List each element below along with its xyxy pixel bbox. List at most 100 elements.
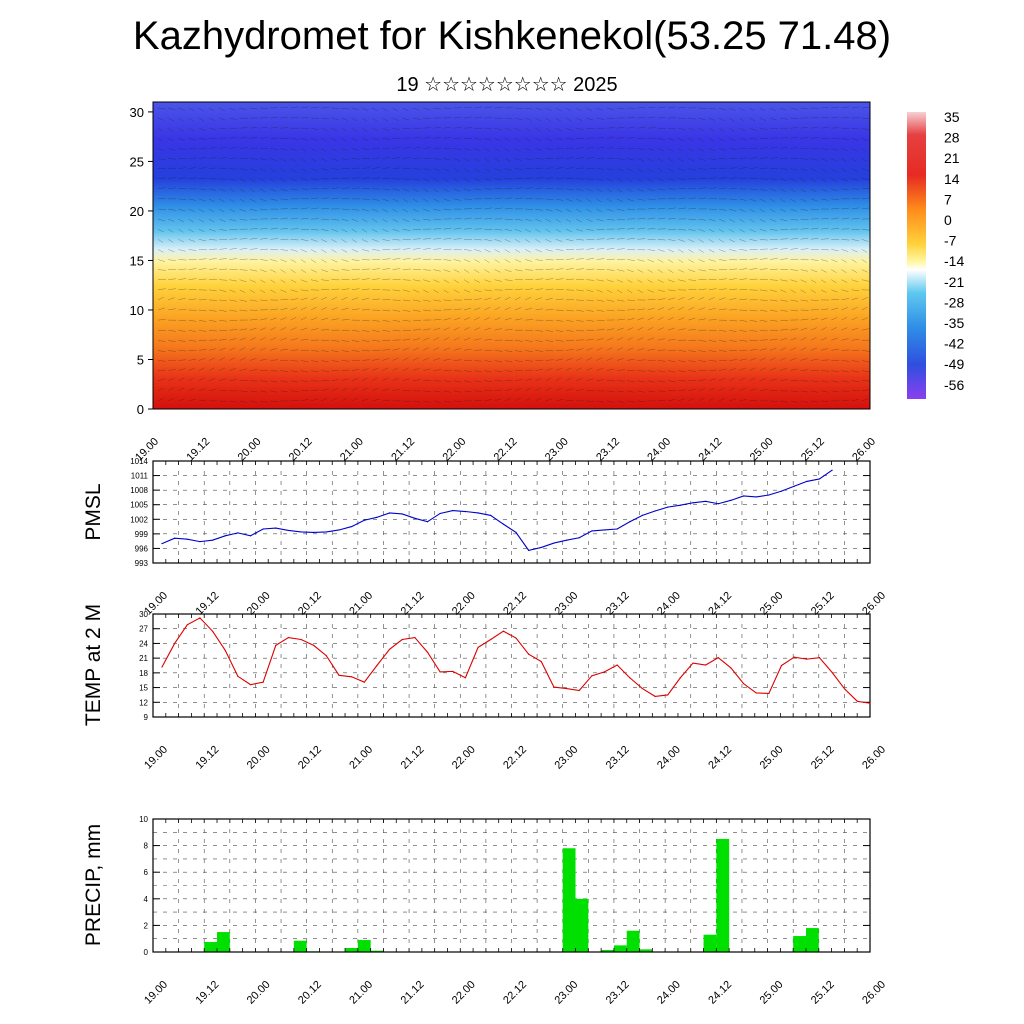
wind-barb [423,188,429,193]
wind-barb [239,279,247,283]
wind-barb [351,398,358,402]
wind-barb [606,178,613,182]
wind-barb [729,249,737,252]
wind-barb [423,337,430,341]
wind-barb [606,299,615,302]
wind-barb [382,377,389,381]
wind-barb [249,390,258,393]
wind-barb [249,168,257,171]
wind-barb [514,307,522,311]
wind-barb [688,249,694,253]
wind-barb [688,350,696,353]
wind-barb [270,126,278,129]
wind-barb [280,249,289,251]
wind-barb [382,198,390,202]
temp-data-point [654,695,656,698]
wind-barb [372,138,380,141]
wind-barb [157,177,166,179]
wind-barb [708,269,717,271]
wind-barb [178,198,187,200]
wind-barb [576,208,582,213]
pmsl-y-tick-label: 1005 [130,501,148,510]
wind-barb [657,289,665,292]
wind-barb [310,158,317,162]
wind-barb [769,188,777,192]
wind-barb [545,288,554,291]
wind-barb [535,158,544,160]
wind-barb [514,340,523,342]
wind-barb [372,358,380,361]
wind-barb [259,198,267,202]
wind-barb [678,306,684,311]
wind-barb [769,127,778,130]
wind-barb [402,107,409,112]
pmsl-data-point [654,510,656,512]
wind-barb [402,347,410,351]
wind-barb [412,329,421,331]
wind-barb [198,198,206,202]
temp-data-point [616,664,618,666]
wind-barb [290,188,299,191]
wind-barb [188,340,197,342]
wind-barb [861,389,870,392]
wind-barb [412,218,421,222]
wind-barb [443,158,451,161]
wind-barb [463,289,471,293]
wind-barb [474,327,481,331]
wind-barb [759,258,768,260]
wind-barb [372,298,380,301]
wind-barb [514,318,523,321]
wind-barb [780,347,787,351]
wind-barb [474,207,482,210]
temp-x-tick-label: 26.00 [860,744,888,772]
wind-barb [219,198,225,203]
temp-data-point [591,675,593,677]
wind-barb [443,269,451,273]
wind-barb [576,268,584,270]
wind-barb [341,187,350,190]
wind-barb [708,307,716,311]
wind-barb [361,268,370,270]
wind-barb [208,329,217,332]
wind-barb [249,358,257,361]
wind-barb [841,148,848,152]
wind-barb [300,138,308,141]
wind-barb [657,390,666,392]
wind-barb [565,258,574,260]
wind-barb [198,127,206,131]
wind-barb [769,107,776,112]
wind-barb [514,138,521,142]
wind-barb [810,126,819,129]
wind-barb [290,116,299,119]
wind-barb [157,307,166,311]
temp-data-point [439,671,441,673]
wind-barb [259,158,268,161]
wind-barb [657,259,664,263]
wind-barb [331,239,337,243]
heatmap-y-tick-label: 30 [130,105,144,120]
wind-barb [637,370,646,372]
wind-barb [769,378,778,381]
wind-barb [168,158,177,160]
temp-data-point [199,617,201,619]
heatmap-frame [152,101,871,410]
wind-barb [586,400,595,402]
wind-barb [423,289,429,293]
wind-barb [188,157,197,159]
wind-barb [402,389,411,392]
temp-data-point [565,687,568,690]
wind-barb [412,299,421,302]
wind-barb [361,259,370,261]
wind-barb [361,249,370,252]
wind-barb [300,279,308,283]
pmsl-data-point [161,542,163,545]
wind-barb [759,299,768,301]
wind-barb [759,228,767,232]
wind-barb [729,127,735,132]
wind-barb [178,127,184,132]
wind-barb [412,137,421,139]
pmsl-data-point [452,509,454,512]
wind-barb [504,208,513,210]
wind-barb [718,117,725,122]
wind-barb [208,228,216,232]
